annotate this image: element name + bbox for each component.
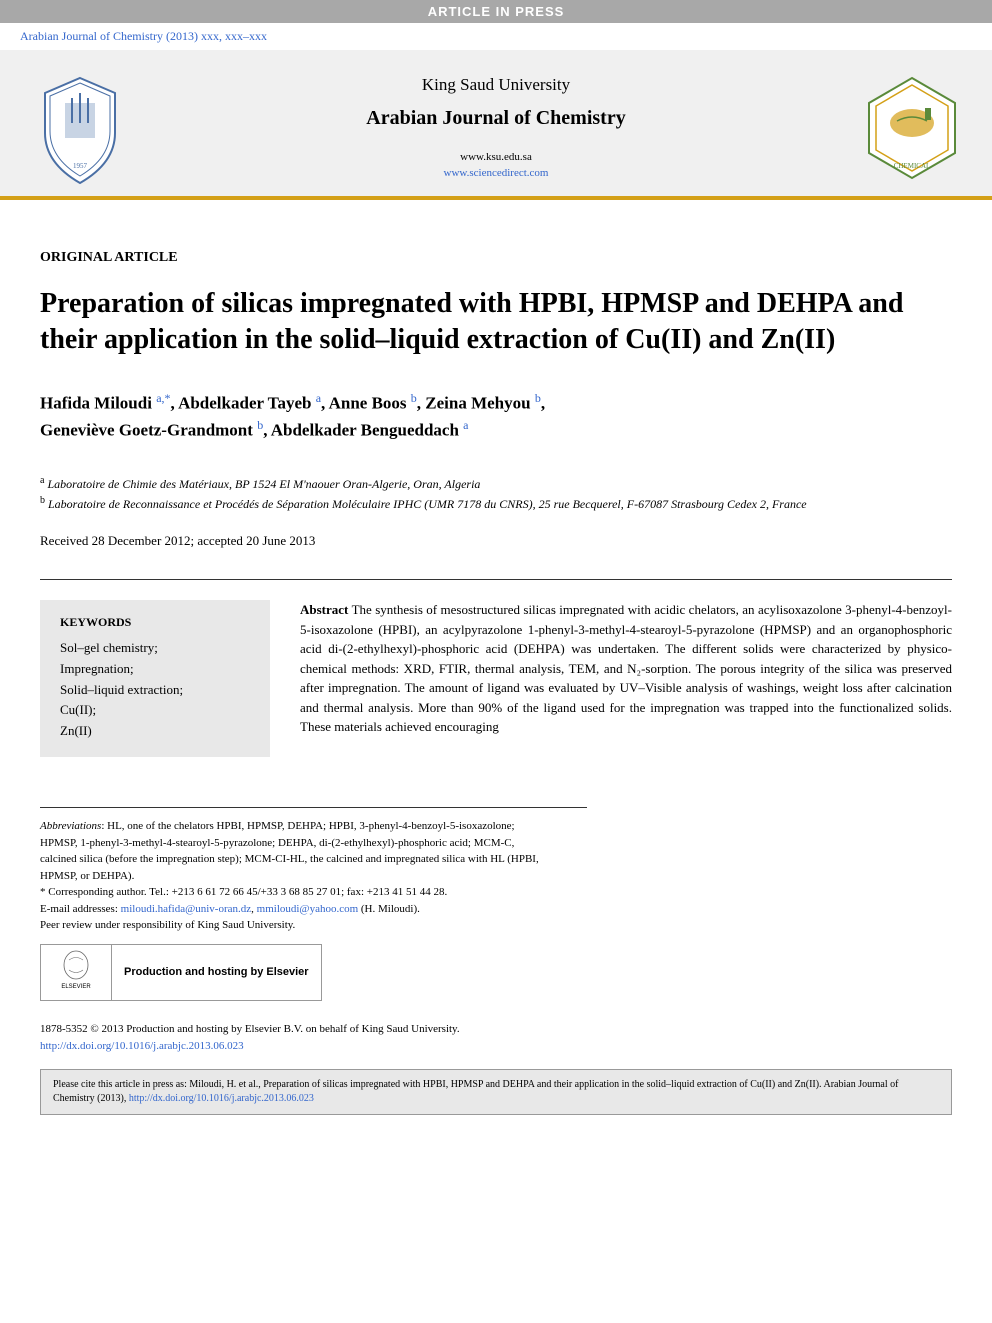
chemical-society-logo: CHEMICAL — [852, 63, 972, 193]
university-crest-logo: 1957 — [20, 63, 140, 193]
author-affil-sup[interactable]: a — [463, 418, 468, 432]
elsevier-production-box: ELSEVIER Production and hosting by Elsev… — [40, 944, 322, 1002]
citation-box: Please cite this article in press as: Mi… — [40, 1069, 952, 1115]
authors-block: Hafida Miloudi a,*, Abdelkader Tayeb a, … — [40, 389, 952, 443]
author-name: , Anne Boos — [321, 393, 411, 412]
keywords-list: Sol–gel chemistry; Impregnation; Solid–l… — [60, 638, 250, 742]
affiliation-a: a Laboratoire de Chimie des Matériaux, B… — [40, 473, 952, 493]
email-footnote: E-mail addresses: miloudi.hafida@univ-or… — [40, 901, 540, 918]
article-type-label: ORIGINAL ARTICLE — [40, 250, 952, 266]
affil-text-b: Laboratoire de Reconnaissance et Procédé… — [45, 497, 807, 511]
author-name: , Abdelkader Bengueddach — [263, 421, 463, 440]
author-name: , Abdelkader Tayeb — [171, 393, 316, 412]
author-sep: , — [541, 393, 545, 412]
author-name: Geneviève Goetz-Grandmont — [40, 421, 257, 440]
journal-reference[interactable]: Arabian Journal of Chemistry (2013) xxx,… — [0, 23, 992, 50]
peer-review-footnote: Peer review under responsibility of King… — [40, 917, 540, 934]
copyright-text: 1878-5352 © 2013 Production and hosting … — [40, 1023, 460, 1035]
elsevier-hosting-text: Production and hosting by Elsevier — [112, 964, 321, 981]
copyright-block: 1878-5352 © 2013 Production and hosting … — [40, 1021, 952, 1054]
keywords-box: KEYWORDS Sol–gel chemistry; Impregnation… — [40, 600, 270, 757]
author-name: , Zeina Mehyou — [417, 393, 535, 412]
doi-link[interactable]: http://dx.doi.org/10.1016/j.arabjc.2013.… — [40, 1040, 244, 1052]
url-sciencedirect[interactable]: www.sciencedirect.com — [140, 166, 852, 181]
abbreviations-footnote: Abbreviations: HL, one of the chelators … — [40, 818, 540, 884]
keywords-abstract-row: KEYWORDS Sol–gel chemistry; Impregnation… — [40, 579, 952, 757]
author-affil-sup[interactable]: a, — [156, 391, 164, 405]
affiliation-b: b Laboratoire de Reconnaissance et Procé… — [40, 493, 952, 513]
footnotes-separator — [40, 807, 587, 808]
email-label: E-mail addresses: — [40, 903, 121, 915]
citation-doi-link[interactable]: http://dx.doi.org/10.1016/j.arabjc.2013.… — [129, 1093, 314, 1104]
affiliations-block: a Laboratoire de Chimie des Matériaux, B… — [40, 473, 952, 513]
university-name: King Saud University — [140, 75, 852, 95]
email-author: (H. Miloudi). — [358, 903, 420, 915]
email-link-1[interactable]: miloudi.hafida@univ-oran.dz — [121, 903, 252, 915]
author-name: Hafida Miloudi — [40, 393, 156, 412]
abbrev-text: : HL, one of the chelators HPBI, HPMSP, … — [40, 820, 539, 882]
article-in-press-banner: ARTICLE IN PRESS — [0, 0, 992, 23]
elsevier-logo-icon: ELSEVIER — [41, 945, 112, 1001]
journal-header: 1957 King Saud University Arabian Journa… — [0, 50, 992, 200]
svg-text:CHEMICAL: CHEMICAL — [894, 162, 931, 170]
article-dates: Received 28 December 2012; accepted 20 J… — [40, 533, 952, 549]
abstract-label: Abstract — [300, 602, 348, 617]
affil-text-a: Laboratoire de Chimie des Matériaux, BP … — [44, 477, 480, 491]
abstract-box: Abstract The synthesis of mesostructured… — [300, 600, 952, 757]
footnotes-block: Abbreviations: HL, one of the chelators … — [40, 818, 540, 1021]
corresponding-author-footnote: * Corresponding author. Tel.: +213 6 61 … — [40, 884, 540, 901]
journal-urls: www.ksu.edu.sa www.sciencedirect.com — [140, 150, 852, 181]
article-title: Preparation of silicas impregnated with … — [40, 286, 952, 359]
email-link-2[interactable]: mmiloudi@yahoo.com — [257, 903, 358, 915]
keywords-header: KEYWORDS — [60, 615, 250, 630]
url-ksu[interactable]: www.ksu.edu.sa — [140, 150, 852, 165]
abbrev-label: Abbreviations — [40, 820, 101, 832]
journal-name: Arabian Journal of Chemistry — [140, 107, 852, 130]
svg-text:ELSEVIER: ELSEVIER — [61, 984, 91, 990]
article-content: ORIGINAL ARTICLE Preparation of silicas … — [0, 200, 992, 1135]
header-center: King Saud University Arabian Journal of … — [140, 75, 852, 181]
abstract-text: The synthesis of mesostructured silicas … — [300, 602, 952, 734]
svg-text:1957: 1957 — [73, 162, 88, 170]
